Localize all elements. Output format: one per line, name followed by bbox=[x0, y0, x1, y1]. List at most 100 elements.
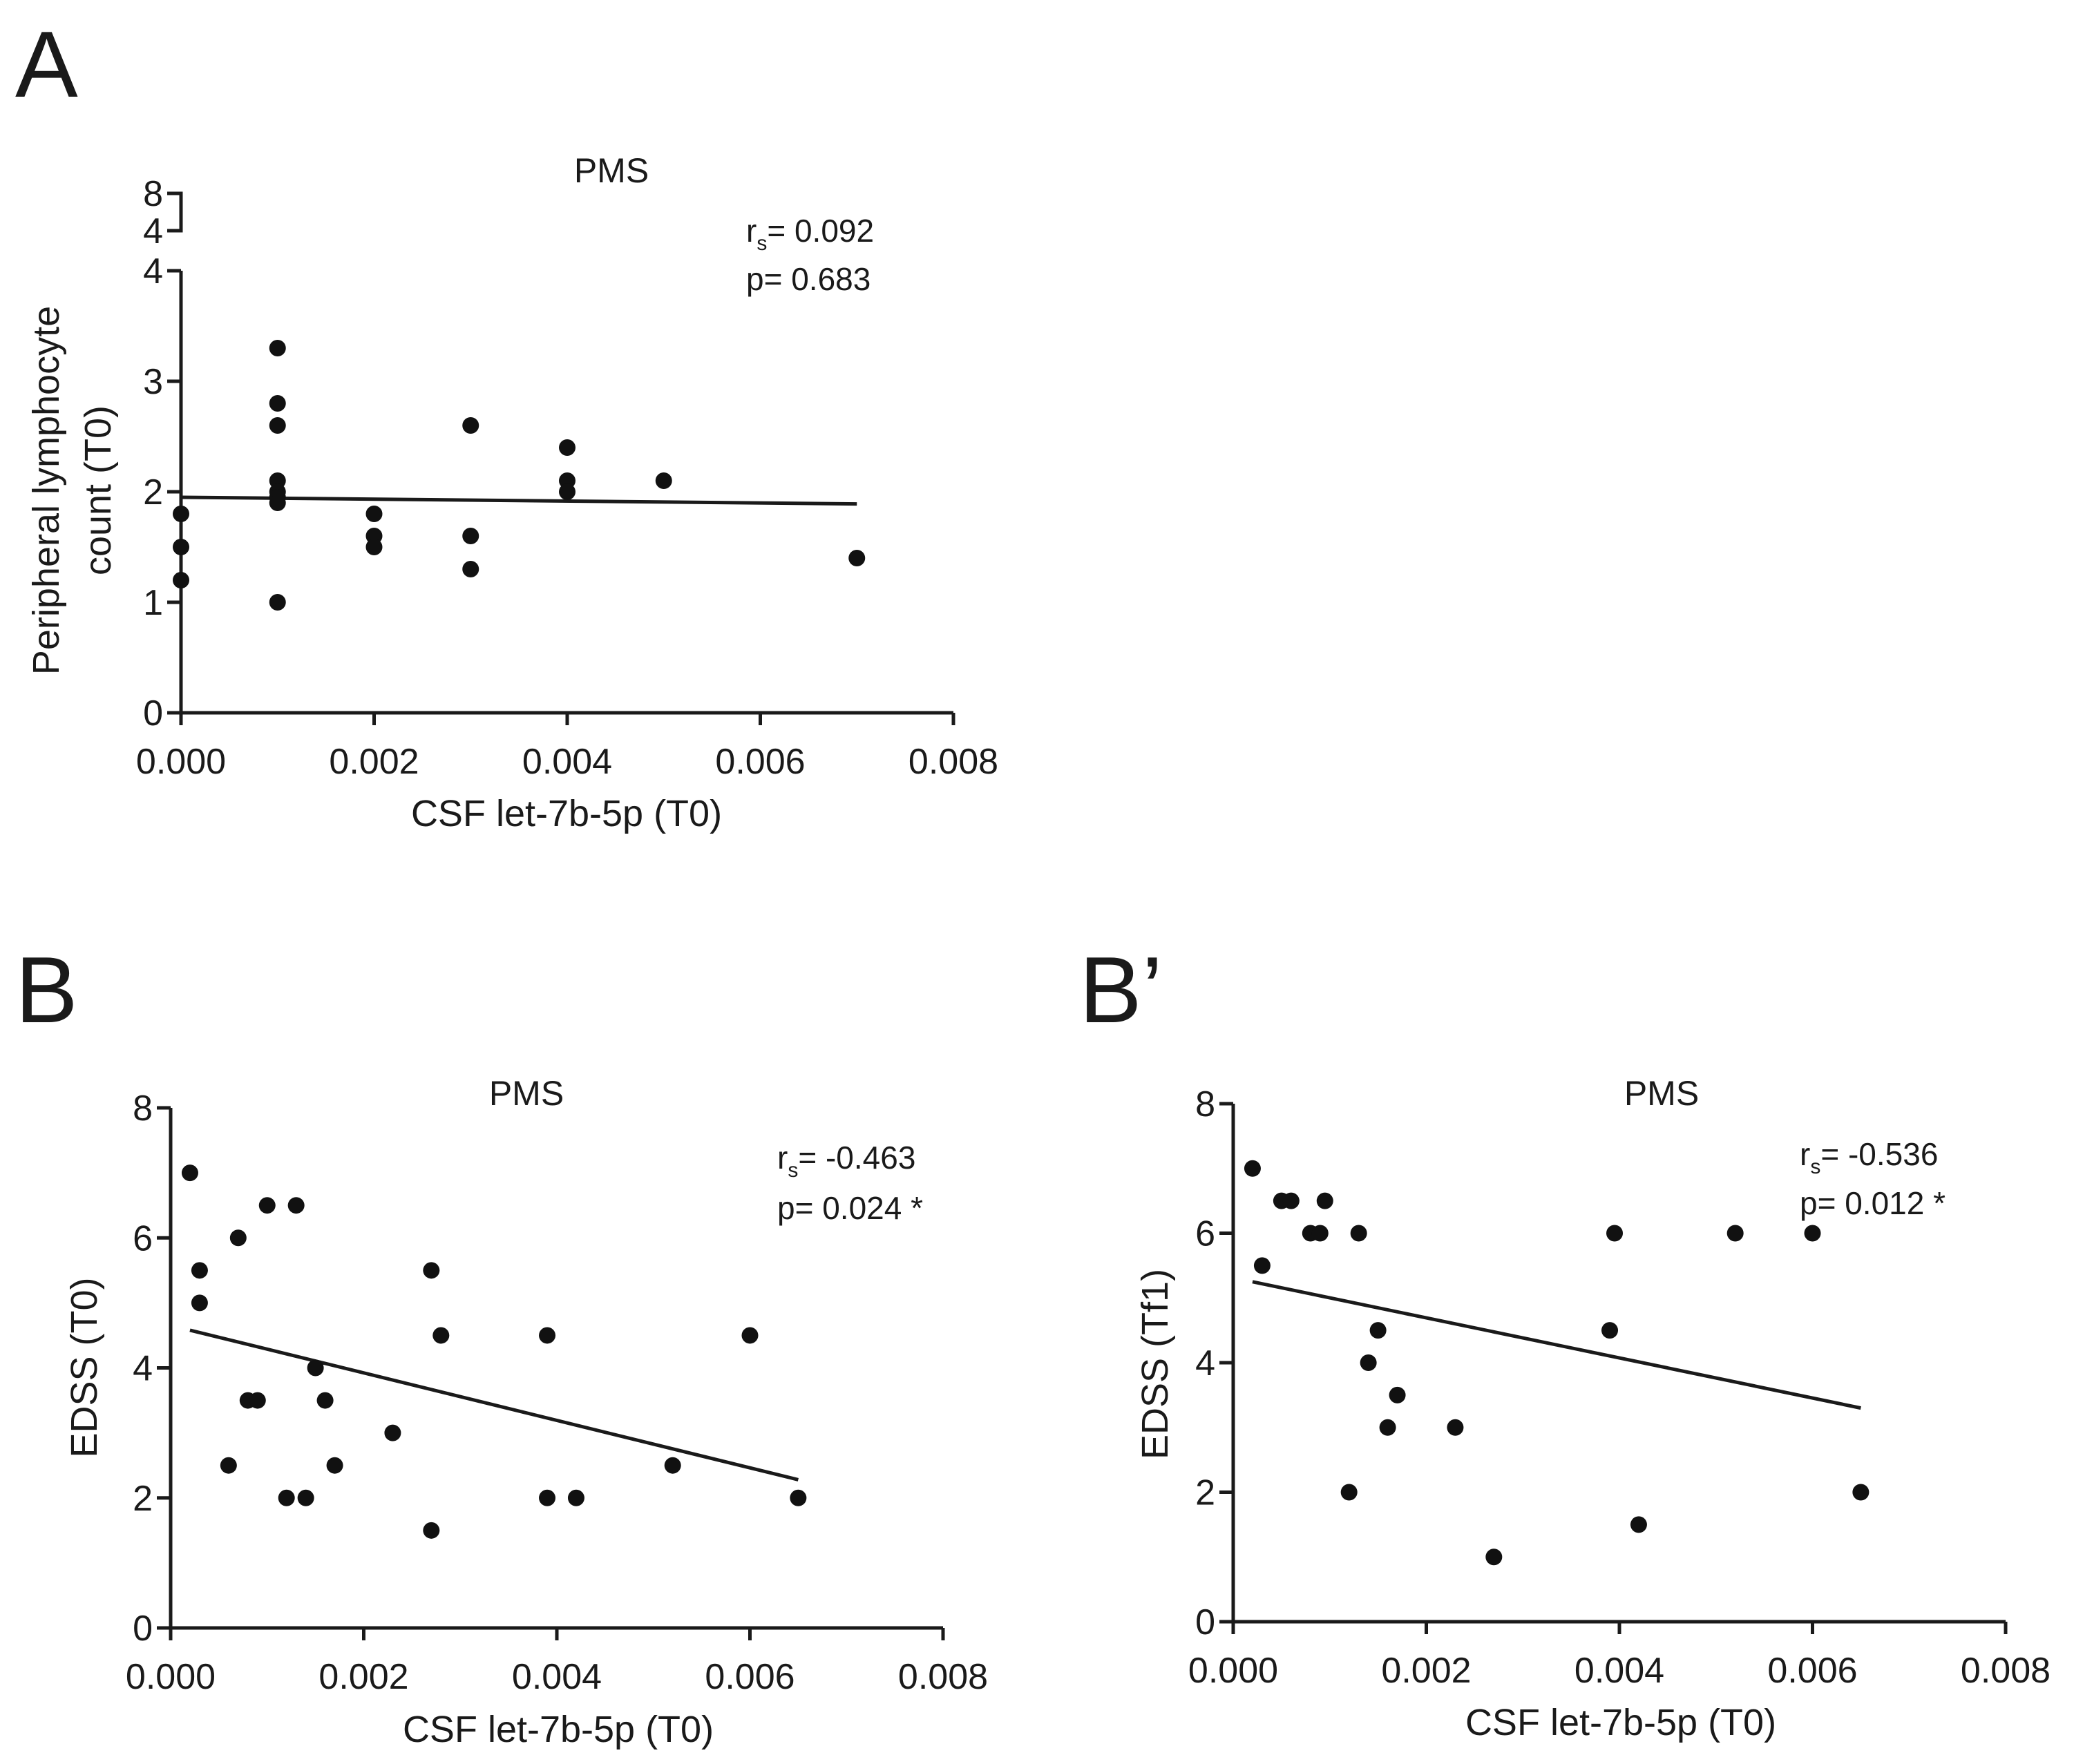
x-tick-label: 0.008 bbox=[908, 742, 998, 782]
data-point bbox=[269, 495, 286, 511]
data-point bbox=[229, 1229, 247, 1247]
y-axis-label: EDSS (T0) bbox=[64, 1277, 105, 1457]
data-point bbox=[1369, 1322, 1387, 1339]
data-point bbox=[1253, 1257, 1271, 1274]
data-point bbox=[1601, 1322, 1619, 1339]
correlation-annotation: rs= -0.536 bbox=[1800, 1136, 1938, 1178]
data-point bbox=[1350, 1225, 1367, 1242]
data-point bbox=[1804, 1225, 1821, 1242]
data-point bbox=[173, 572, 189, 588]
data-point bbox=[1389, 1386, 1406, 1403]
panel-3: B’ PMS 0.000 0.002 0.004 0.006 0.008 0 2 4 6 8 CSF l… bbox=[1079, 937, 2051, 1743]
data-point bbox=[423, 1262, 440, 1279]
p-value-annotation: p= 0.683 bbox=[746, 261, 870, 297]
y-tick-label: 3 bbox=[143, 362, 163, 402]
data-point bbox=[462, 528, 479, 544]
x-tick-label: 0.006 bbox=[1767, 1651, 1857, 1691]
y-tick-label: 0 bbox=[133, 1609, 153, 1649]
r-symbol: r bbox=[777, 1140, 788, 1176]
y-axis-label: EDSS (Tf1) bbox=[1134, 1269, 1176, 1459]
data-point bbox=[278, 1489, 295, 1506]
data-point bbox=[741, 1327, 759, 1344]
regression-line bbox=[1252, 1280, 1861, 1410]
data-point bbox=[269, 395, 286, 412]
y-tick-label: 6 bbox=[133, 1218, 153, 1258]
chart-title: PMS bbox=[489, 1074, 564, 1113]
x-tick-label: 0.000 bbox=[126, 1657, 216, 1697]
data-point bbox=[462, 417, 479, 434]
y-tick-label: 8 bbox=[1195, 1084, 1215, 1124]
regression-line bbox=[189, 1328, 799, 1482]
data-point bbox=[258, 1197, 276, 1214]
y-tick-label: 0 bbox=[1195, 1602, 1215, 1642]
data-point bbox=[365, 539, 383, 555]
data-point bbox=[173, 506, 189, 522]
panel-label: B’ bbox=[1079, 937, 1163, 1042]
x-tick-label: 0.008 bbox=[898, 1657, 988, 1697]
data-point bbox=[559, 483, 575, 500]
x-tick-label: 0.006 bbox=[705, 1657, 795, 1697]
y-tick-label: 4 bbox=[143, 251, 163, 291]
r-subscript: s bbox=[757, 232, 767, 255]
chart-title: PMS bbox=[1624, 1074, 1699, 1113]
data-point bbox=[1360, 1354, 1377, 1371]
data-point bbox=[1447, 1419, 1464, 1436]
x-tick-label: 0.002 bbox=[318, 1657, 408, 1697]
data-point bbox=[1485, 1549, 1503, 1566]
data-point bbox=[269, 340, 286, 356]
data-point bbox=[1852, 1484, 1870, 1501]
data-point bbox=[1630, 1516, 1647, 1533]
r-value: = -0.463 bbox=[798, 1140, 915, 1176]
data-point bbox=[220, 1457, 237, 1474]
r-symbol: r bbox=[746, 213, 757, 249]
data-point bbox=[664, 1457, 681, 1474]
data-point bbox=[655, 472, 672, 489]
y-break-tick-label: 8 bbox=[143, 174, 163, 214]
regression-line bbox=[180, 495, 857, 506]
y-tick-label: 2 bbox=[1195, 1473, 1215, 1513]
data-point bbox=[462, 561, 479, 577]
data-point bbox=[1379, 1419, 1396, 1436]
correlation-annotation: rs= 0.092 bbox=[746, 213, 874, 255]
data-point bbox=[1726, 1225, 1744, 1242]
data-point bbox=[1244, 1160, 1261, 1177]
chart-title: PMS bbox=[574, 151, 649, 190]
y-tick-label: 4 bbox=[133, 1349, 153, 1389]
y-tick-label: 6 bbox=[1195, 1214, 1215, 1254]
y-axis-break-segment bbox=[167, 191, 183, 233]
data-point bbox=[269, 417, 286, 434]
panel-label: B bbox=[15, 937, 78, 1042]
data-point bbox=[191, 1294, 208, 1312]
p-value-annotation: p= 0.024 * bbox=[777, 1190, 923, 1226]
data-point bbox=[567, 1489, 584, 1506]
y-tick-label: 0 bbox=[143, 693, 163, 734]
data-point bbox=[307, 1359, 324, 1377]
data-point bbox=[1282, 1192, 1300, 1209]
data-point bbox=[790, 1489, 807, 1506]
data-point bbox=[1311, 1225, 1329, 1242]
r-value: = -0.536 bbox=[1820, 1136, 1938, 1172]
panel-label: A bbox=[15, 12, 78, 117]
x-axis-label: CSF let-7b-5p (T0) bbox=[1465, 1702, 1776, 1743]
y-break-tick-label: 4 bbox=[143, 211, 163, 251]
y-tick-label: 1 bbox=[143, 583, 163, 623]
x-tick-label: 0.002 bbox=[1381, 1651, 1471, 1691]
r-subscript: s bbox=[1810, 1156, 1820, 1178]
data-point bbox=[326, 1457, 343, 1474]
x-tick-label: 0.008 bbox=[1961, 1651, 2051, 1691]
data-point bbox=[384, 1424, 401, 1441]
data-point bbox=[432, 1327, 450, 1344]
data-point bbox=[1316, 1192, 1333, 1209]
x-axis-label: CSF let-7b-5p (T0) bbox=[403, 1709, 714, 1750]
correlation-annotation: rs= -0.463 bbox=[777, 1140, 915, 1182]
x-tick-label: 0.004 bbox=[522, 742, 612, 782]
data-point bbox=[539, 1327, 556, 1344]
x-tick-label: 0.006 bbox=[715, 742, 805, 782]
x-axis-label: CSF let-7b-5p (T0) bbox=[411, 793, 722, 834]
data-point bbox=[191, 1262, 208, 1279]
data-point bbox=[539, 1489, 556, 1506]
x-tick-label: 0.004 bbox=[1574, 1651, 1664, 1691]
x-tick-label: 0.004 bbox=[512, 1657, 602, 1697]
